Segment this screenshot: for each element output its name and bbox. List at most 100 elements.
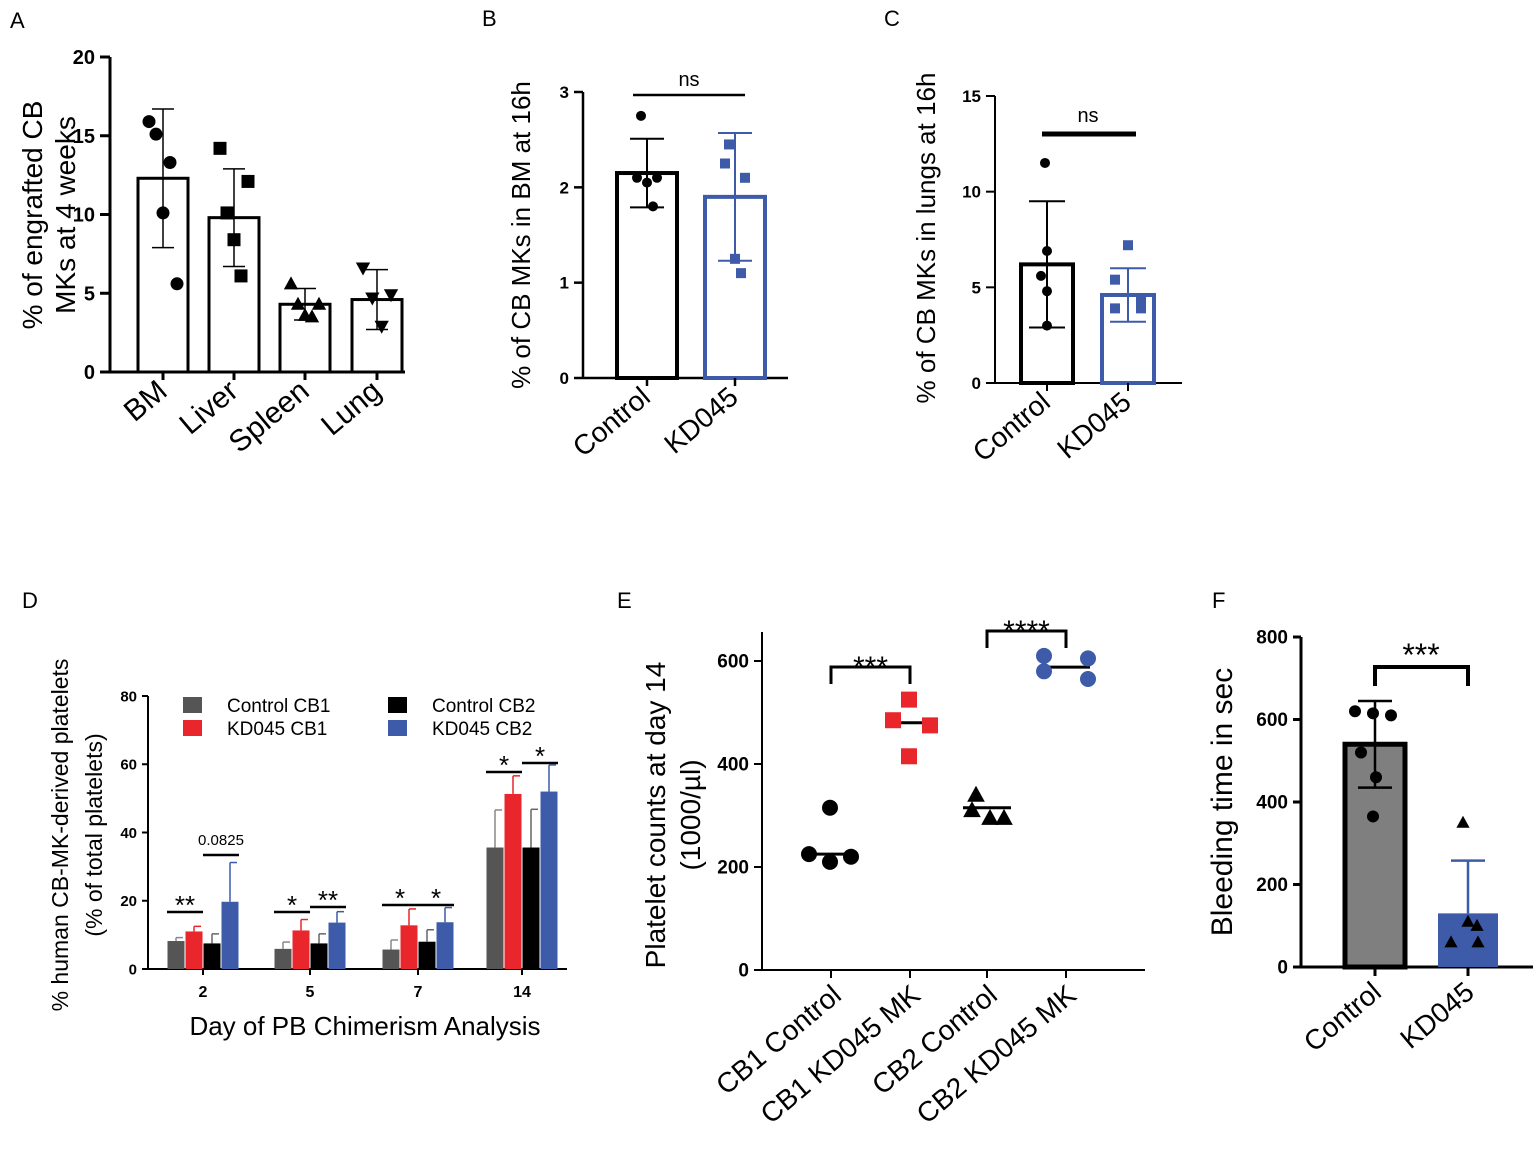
svg-text:F: F: [1212, 588, 1225, 613]
y-axis-label: (1000/µl): [675, 759, 706, 870]
y-tick-label: 600: [717, 652, 749, 673]
data-point: [642, 177, 652, 188]
bar-kd045-cb2: [436, 922, 454, 969]
data-point: [981, 808, 999, 825]
legend-label: KD045 CB2: [432, 719, 532, 740]
bar-kd045-cb2: [328, 922, 346, 969]
x-tick-label: Control: [567, 381, 656, 463]
data-point: [311, 296, 327, 310]
data-point: [632, 172, 642, 183]
y-axis-label: MKs at 4 weeks: [50, 116, 81, 314]
data-point: [213, 141, 227, 155]
data-point: [1461, 914, 1475, 927]
y-tick-label: 5: [84, 283, 95, 305]
data-point: [142, 115, 156, 129]
bar-control-cb1: [274, 948, 292, 969]
data-point: [1080, 650, 1096, 667]
significance-bracket: [829, 665, 912, 684]
data-point: [822, 853, 838, 870]
x-tick-label: KD045: [1051, 386, 1137, 465]
significance-label: **: [175, 890, 195, 920]
legend-label: Control CB1: [227, 696, 331, 717]
data-point: [901, 691, 917, 708]
y-tick-label: 0: [84, 362, 95, 384]
data-point: [801, 846, 817, 863]
data-point: [1080, 671, 1096, 688]
y-tick-label: 15: [73, 126, 95, 148]
y-tick-label: 10: [962, 183, 981, 202]
data-point: [885, 712, 901, 729]
y-axis-label: % of engrafted CB: [17, 101, 48, 330]
bar-kd045-cb1: [185, 931, 203, 969]
data-point: [1042, 286, 1052, 297]
data-point: [1042, 320, 1052, 331]
data-point: [241, 174, 255, 188]
x-tick-label: 2: [199, 984, 208, 1001]
significance-bracket: [1373, 665, 1470, 686]
data-point: [901, 748, 917, 765]
y-tick-label: 400: [1256, 793, 1288, 814]
data-point: [1040, 157, 1050, 168]
y-tick-label: 20: [73, 47, 95, 69]
data-point: [1136, 303, 1146, 314]
bar-kd045-cb2: [221, 901, 239, 969]
legend-label: Control CB2: [432, 696, 536, 717]
data-point: [1042, 245, 1052, 256]
significance-label: *: [395, 883, 405, 913]
y-tick-label: 3: [560, 83, 569, 102]
y-tick-label: 200: [717, 858, 749, 879]
significance-label: 0.0825: [198, 832, 244, 849]
data-point: [724, 139, 734, 150]
data-point: [1367, 707, 1379, 720]
data-point: [1036, 647, 1052, 664]
data-point: [304, 309, 320, 323]
y-axis-label: Platelet counts at day 14: [640, 662, 671, 969]
data-point: [1123, 240, 1133, 251]
data-point: [1385, 709, 1397, 722]
significance-label: *: [431, 883, 441, 913]
y-tick-label: 0: [1277, 958, 1288, 979]
x-tick-label: BM: [118, 374, 174, 428]
data-point: [1110, 303, 1120, 314]
significance-label: **: [318, 885, 338, 915]
y-tick-label: 600: [1256, 710, 1288, 731]
data-point: [730, 253, 740, 264]
significance-bracket: [985, 629, 1068, 648]
y-tick-label: 400: [717, 755, 749, 776]
data-point: [1471, 935, 1485, 948]
y-tick-label: 40: [120, 825, 137, 842]
bar-kd045-cb1: [504, 793, 522, 969]
y-tick-label: 200: [1256, 875, 1288, 896]
svg-text:B: B: [482, 6, 497, 31]
y-tick-label: 0: [560, 369, 569, 388]
y-axis-label: (% of total platelets): [81, 733, 107, 936]
bar-control-cb1: [382, 949, 400, 969]
significance-label: ****: [1003, 615, 1050, 648]
data-point: [720, 158, 730, 169]
svg-text:E: E: [617, 588, 632, 613]
svg-text:C: C: [884, 6, 900, 31]
y-tick-label: 80: [120, 688, 137, 705]
data-point: [355, 262, 371, 276]
y-tick-label: 5: [972, 278, 981, 297]
x-tick-label: Lung: [315, 374, 387, 442]
y-tick-label: 0: [738, 961, 749, 982]
data-point: [648, 201, 658, 212]
y-tick-label: 60: [120, 757, 137, 774]
y-axis-label: % of CB MKs in lungs at 16h: [911, 73, 941, 404]
panel-label-d: D: [22, 588, 38, 613]
y-axis-label: % human CB-MK-derived platelets: [47, 659, 73, 1012]
x-tick-label: Spleen: [223, 374, 316, 459]
bar-kd045-cb2: [540, 791, 558, 969]
panel-label-c: C: [884, 6, 900, 31]
data-point: [234, 269, 248, 283]
data-point: [843, 848, 859, 865]
data-point: [922, 717, 938, 734]
data-point: [1367, 810, 1379, 823]
data-point: [290, 296, 306, 310]
data-point: [227, 233, 241, 247]
x-tick-label: KD045: [1394, 976, 1480, 1055]
data-point: [1136, 295, 1146, 306]
y-tick-label: 800: [1256, 628, 1288, 649]
